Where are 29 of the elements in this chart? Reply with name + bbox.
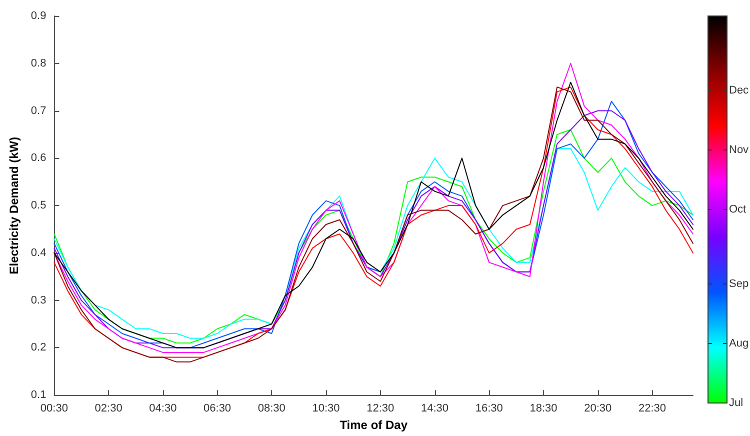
- color-bar-label: Nov: [729, 144, 750, 156]
- color-bar-label: Aug: [729, 337, 749, 350]
- x-tick-label: 12:30: [366, 402, 394, 415]
- x-tick-label: 16:30: [475, 402, 503, 415]
- y-tick-label: 0.8: [30, 57, 46, 70]
- y-tick-label: 0.1: [30, 389, 46, 402]
- x-tick-label: 04:30: [149, 402, 177, 415]
- color-bar-label: Sep: [729, 278, 749, 290]
- x-tick-label: 00:30: [40, 402, 68, 415]
- x-tick-label: 14:30: [420, 402, 449, 415]
- x-tick-label: 08:30: [258, 402, 286, 415]
- y-axis-title: Electricity Demand (kW): [7, 136, 21, 274]
- y-tick-label: 0.5: [30, 200, 46, 212]
- y-tick-label: 0.6: [30, 152, 46, 164]
- y-tick-label: 0.3: [30, 294, 46, 306]
- color-bar-label: Jul: [729, 397, 744, 409]
- x-tick-label: 10:30: [312, 402, 340, 415]
- x-tick-label: 20:30: [584, 402, 612, 415]
- x-axis-title: Time of Day: [340, 418, 408, 432]
- y-tick-label: 0.7: [30, 104, 46, 117]
- color-bar-label: Oct: [729, 204, 746, 216]
- y-tick-label: 0.9: [30, 10, 46, 22]
- color-bar-label: Dec: [729, 84, 750, 96]
- y-tick-label: 0.4: [30, 246, 46, 259]
- x-tick-label: 06:30: [204, 402, 232, 415]
- x-tick-label: 02:30: [94, 402, 122, 415]
- y-tick-label: 0.2: [30, 342, 46, 354]
- x-tick-label: 18:30: [530, 402, 558, 415]
- x-tick-label: 22:30: [638, 402, 666, 415]
